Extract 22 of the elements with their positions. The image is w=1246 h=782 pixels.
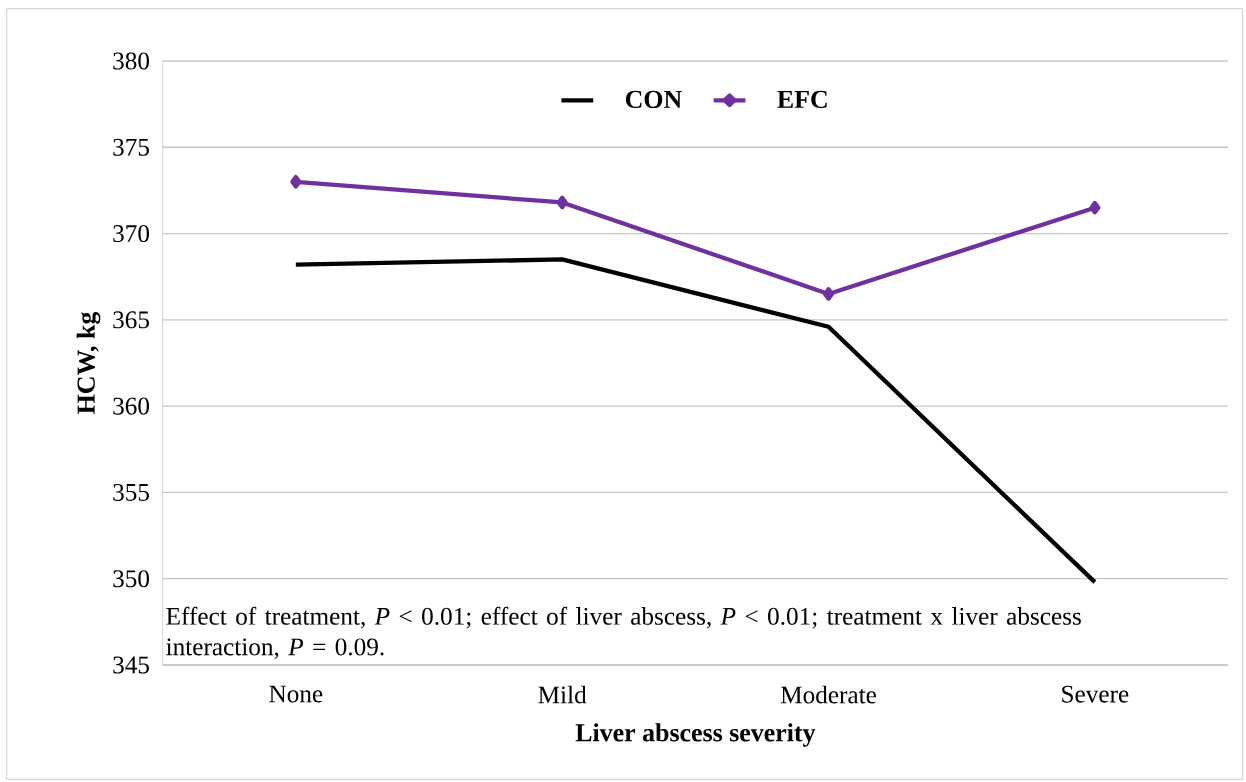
y-tick-label: 360 (113, 397, 150, 415)
point (290, 174, 302, 189)
text: Effect of treatment, P < 0.01; effect of liver abscess, P < 0.01; treatment x liver abscess interaction, P = 0.09. (166, 606, 1081, 660)
y-tick-label: 380 (113, 52, 150, 70)
point (1089, 200, 1101, 215)
x-tick-label: Mild (538, 685, 587, 704)
y-tick-label: 370 (113, 225, 150, 243)
point (822, 287, 835, 301)
y-tick-label: 345 (113, 656, 149, 674)
x-axis-title: Liver abscess severity (575, 723, 816, 747)
legend-label: CON (625, 90, 682, 109)
y-axis-title: HCW, kg (76, 311, 101, 414)
x-tick-label: None (269, 685, 323, 703)
y-tick-label: 350 (113, 570, 150, 588)
x-tick-label: Severe (1062, 685, 1129, 703)
y-tick-label: 365 (113, 311, 149, 329)
y-tick-label: 375 (113, 138, 149, 156)
point (556, 195, 568, 210)
x-tick-label: Moderate (780, 685, 876, 704)
y-tick-label: 355 (113, 483, 149, 501)
line-series (293, 257, 1097, 585)
legend-label: EFC (777, 90, 827, 109)
